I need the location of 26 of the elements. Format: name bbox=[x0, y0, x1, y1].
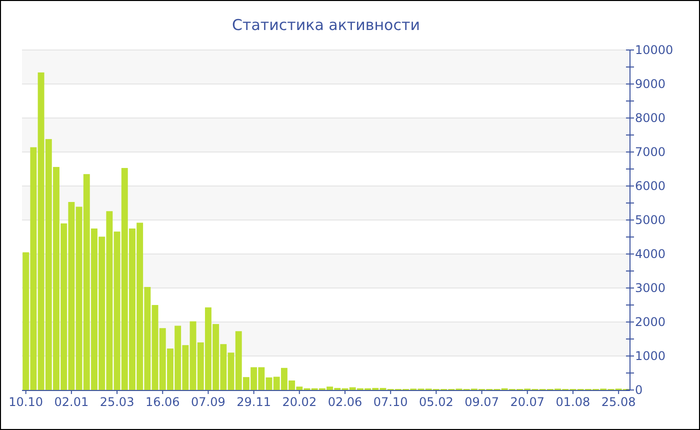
y-tick-label: 1000 bbox=[635, 349, 666, 363]
x-tick-label: 07.09 bbox=[191, 395, 226, 409]
y-tick-label: 6000 bbox=[635, 179, 666, 193]
y-tick-label: 0 bbox=[635, 383, 643, 397]
y-tick-label: 4000 bbox=[635, 247, 666, 261]
x-tick-label: 25.03 bbox=[100, 395, 134, 409]
y-tick-label: 7000 bbox=[635, 145, 666, 159]
x-tick-label: 01.08 bbox=[556, 395, 590, 409]
x-tick-label: 29.11 bbox=[236, 395, 271, 409]
x-tick-label: 25.08 bbox=[601, 395, 636, 409]
y-tick-label: 3000 bbox=[635, 281, 666, 295]
chart-title: Статистика активности bbox=[232, 16, 420, 34]
y-tick-label: 2000 bbox=[635, 315, 666, 329]
x-tick-label: 07.10 bbox=[373, 395, 408, 409]
y-tick-label: 10000 bbox=[635, 43, 674, 57]
y-tick-label: 9000 bbox=[635, 77, 666, 91]
y-tick-label: 8000 bbox=[635, 111, 666, 125]
x-tick-label: 10.10 bbox=[8, 395, 44, 409]
x-tick-label: 02.01 bbox=[54, 395, 89, 409]
x-tick-label: 02.06 bbox=[328, 395, 362, 409]
x-tick-label: 09.07 bbox=[464, 395, 499, 409]
x-tick-label: 20.07 bbox=[510, 395, 545, 409]
x-tick-label: 05.02 bbox=[419, 395, 454, 409]
x-tick-label: 16.06 bbox=[145, 395, 180, 409]
y-tick-label: 5000 bbox=[635, 213, 666, 227]
x-tick-label: 20.02 bbox=[282, 395, 317, 409]
